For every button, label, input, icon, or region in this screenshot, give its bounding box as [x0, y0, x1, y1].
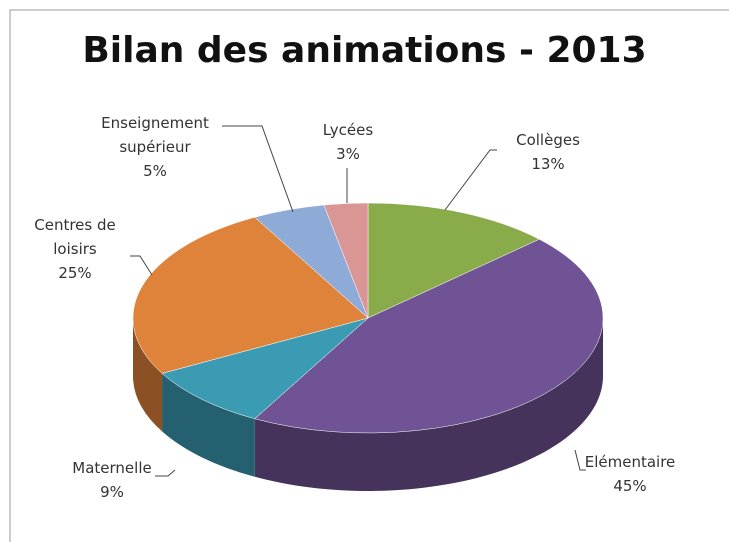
category-label: Lycées [322, 121, 374, 139]
data-label: Elémentaire 45% [560, 450, 700, 498]
pie-slice-side [133, 318, 163, 432]
category-label: Collèges [516, 131, 580, 149]
pie-slice [254, 238, 604, 434]
chart-title: Bilan des animations - 2013 [82, 30, 647, 71]
value-label: 25% [58, 264, 92, 282]
data-label: Centres de loisirs 25% [25, 213, 125, 285]
value-label: 45% [613, 477, 647, 495]
pie-slice [367, 202, 540, 319]
data-label: Collèges 13% [478, 128, 618, 176]
pie-tops [132, 202, 604, 434]
leader-line [574, 449, 586, 471]
value-label: 3% [336, 145, 360, 163]
pie-slice [161, 317, 369, 420]
leader-line [130, 255, 153, 276]
leader-line [222, 125, 294, 213]
category-label: Elémentaire [584, 453, 676, 471]
value-label: 9% [100, 483, 124, 501]
pie-slice [323, 202, 369, 319]
leader-line [155, 469, 176, 477]
value-label: 13% [531, 155, 565, 173]
pie-slice-side [162, 373, 255, 477]
pie-slice-side [254, 318, 603, 491]
value-label: 5% [143, 162, 167, 180]
category-label: Centres de loisirs [34, 216, 116, 258]
leader-lines [130, 125, 586, 477]
pie-sides [133, 318, 603, 491]
category-label: Maternelle [72, 459, 152, 477]
data-label: Maternelle 9% [42, 456, 182, 504]
data-label: Enseignement supérieur 5% [90, 111, 220, 183]
pie-slice [132, 216, 369, 374]
chart-border [9, 9, 729, 542]
category-label: Enseignement supérieur [101, 114, 209, 156]
leader-line [444, 149, 497, 211]
data-label: Lycées 3% [278, 118, 418, 166]
